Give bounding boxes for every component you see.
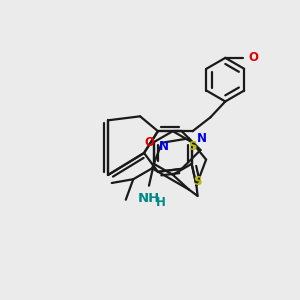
Text: O: O [248,51,258,64]
Text: N: N [196,132,207,145]
Text: H: H [156,196,166,208]
Text: S: S [193,175,202,188]
Text: O: O [144,136,154,149]
Text: S: S [188,140,197,153]
Text: N: N [159,140,169,152]
Text: NH: NH [138,192,160,205]
